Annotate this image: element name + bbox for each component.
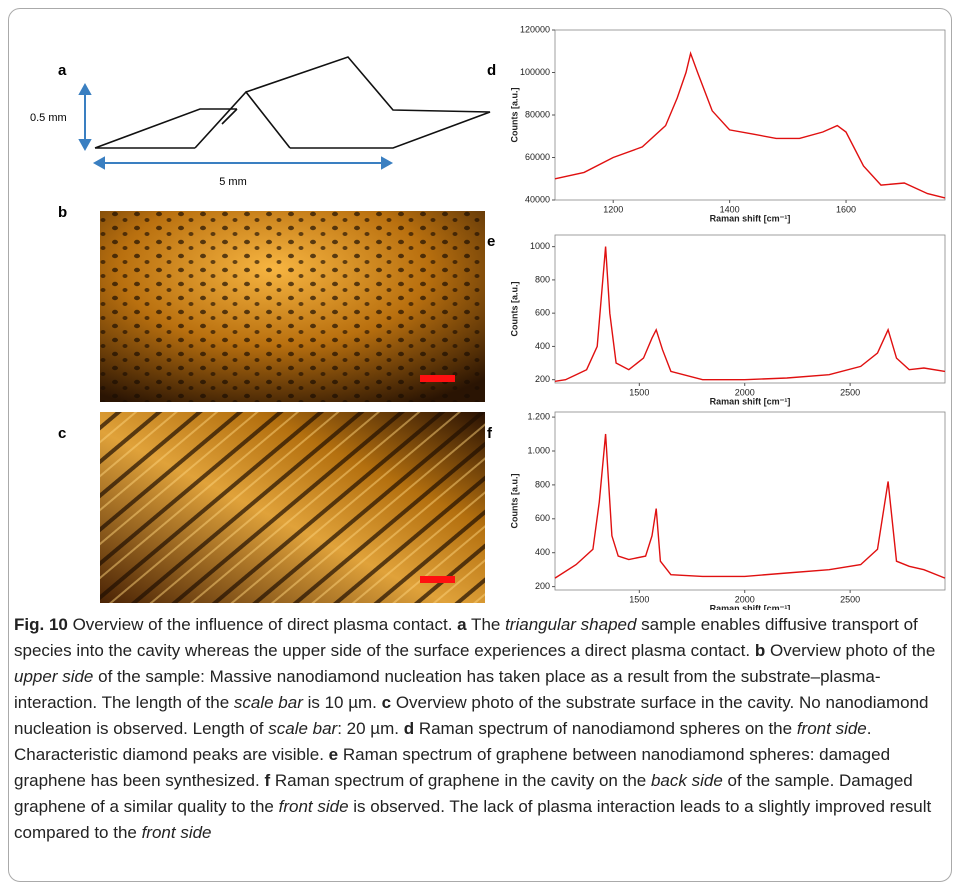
caption-run: Overview photo of the substrate surface …: [14, 693, 929, 738]
figure-caption: Fig. 10 Overview of the influence of dir…: [14, 612, 944, 846]
photo-texture: [100, 412, 485, 603]
caption-run: : 20 µm.: [337, 719, 404, 738]
figure-frame: [8, 8, 952, 882]
spectrum-line: [554, 50, 946, 199]
x-tick-label: 1500: [629, 594, 649, 604]
x-axis-title: Raman shift [cm⁻¹]: [710, 213, 791, 223]
caption-run: Raman spectrum of nanodiamond spheres on…: [414, 719, 797, 738]
caption-run: triangular shaped: [505, 615, 637, 634]
caption-run: The: [466, 615, 506, 634]
y-tick-label: 1.200: [527, 411, 550, 421]
y-tick-label: 40000: [525, 194, 550, 204]
y-tick-label: 200: [535, 581, 550, 591]
x-tick-label: 2000: [735, 387, 755, 397]
y-tick-label: 800: [535, 479, 550, 489]
caption-run: d: [403, 719, 415, 738]
panel-label: e: [487, 233, 495, 250]
caption-run: upper side: [14, 667, 94, 686]
y-tick-label: 1000: [530, 241, 550, 251]
x-tick-label: 1600: [836, 204, 856, 214]
sample-diagram: [94, 56, 491, 149]
y-tick-label: 400: [535, 341, 550, 351]
y-tick-label: 600: [535, 308, 550, 318]
y-tick-label: 120000: [520, 24, 550, 34]
caption-run: of the sample. Damaged graphene of a sim…: [14, 771, 913, 816]
y-tick-label: 60000: [525, 152, 550, 162]
spectrum-line: [554, 246, 946, 382]
caption-run: of the sample: Massive nanodiamond nucle…: [14, 667, 881, 712]
dimension-label: 5 mm: [219, 176, 247, 188]
caption-run: e: [328, 745, 339, 764]
y-tick-label: 80000: [525, 109, 550, 119]
panel-label: b: [58, 204, 67, 221]
caption-run: Fig. 10: [14, 615, 68, 634]
caption-run: c: [381, 693, 392, 712]
y-tick-label: 1.000: [527, 445, 550, 455]
caption-run: Raman spectrum of graphene between nanod…: [14, 745, 891, 790]
dimension-arrows: [78, 82, 394, 170]
scale-bar: [420, 375, 455, 382]
x-axis-title: Raman shift [cm⁻¹]: [710, 396, 791, 406]
x-tick-label: 2000: [735, 594, 755, 604]
x-tick-label: 2500: [840, 594, 860, 604]
plot-frame: [554, 234, 946, 384]
figure: a 0.5 mm 5 mm b c d 40000 60000 80000 100000…: [30, 24, 946, 610]
caption-run: front side: [796, 719, 867, 738]
spectrum-line: [554, 433, 946, 579]
caption-run: Raman spectrum of graphene in the cavity…: [270, 771, 651, 790]
y-tick-label: 600: [535, 513, 550, 523]
x-tick-label: 1400: [720, 204, 740, 214]
y-axis-title: Counts [a.u.]: [509, 88, 519, 143]
y-axis-title: Counts [a.u.]: [509, 474, 519, 529]
x-tick-label: 1200: [603, 204, 623, 214]
caption-run: Overview of the influence of direct plas…: [67, 615, 458, 634]
caption-run: . Characteristic diamond peaks are visib…: [14, 719, 872, 764]
caption-run: front side: [278, 797, 349, 816]
caption-run: sample enables diffusive transport of sp…: [14, 615, 918, 660]
caption-run: Overview photo of the: [765, 641, 936, 660]
y-tick-label: 200: [535, 374, 550, 384]
caption-run: a: [457, 615, 467, 634]
caption-run: back side: [650, 771, 723, 790]
plot-frame: [554, 29, 946, 201]
y-tick-label: 800: [535, 274, 550, 284]
plot-frame: [554, 411, 946, 591]
caption-run: scale bar: [268, 719, 338, 738]
panel-label: f: [487, 425, 493, 442]
y-axis-title: Counts [a.u.]: [509, 282, 519, 337]
panel-label: a: [58, 62, 67, 79]
panel-label: c: [58, 425, 66, 442]
photo-texture: [100, 211, 485, 402]
y-tick-label: 100000: [520, 67, 550, 77]
scale-bar: [420, 576, 455, 583]
y-tick-label: 400: [535, 547, 550, 557]
x-tick-label: 1500: [629, 387, 649, 397]
caption-run: is observed. The lack of plasma interact…: [14, 797, 932, 842]
caption-run: scale bar: [233, 693, 303, 712]
caption-run: f: [264, 771, 271, 790]
x-axis-title: Raman shift [cm⁻¹]: [710, 603, 791, 610]
dimension-label: 0.5 mm: [30, 112, 67, 124]
panel-label: d: [487, 62, 496, 79]
caption-run: front side: [141, 823, 212, 842]
x-tick-label: 2500: [840, 387, 860, 397]
caption-run: b: [754, 641, 766, 660]
caption-run: is 10 µm.: [302, 693, 382, 712]
